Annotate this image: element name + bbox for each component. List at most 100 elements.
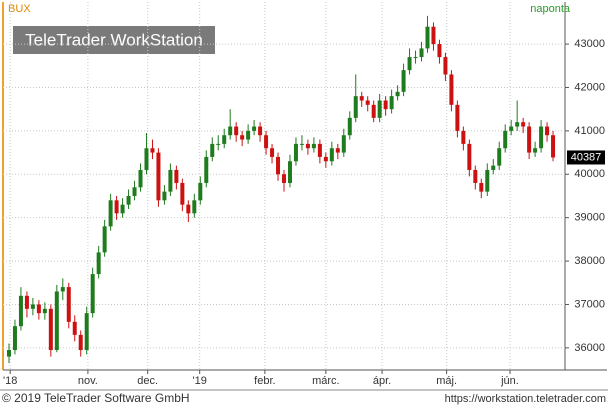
y-tick-label: 37000 — [574, 298, 605, 310]
candle-body — [545, 126, 550, 136]
x-tick-label: '18 — [3, 375, 17, 387]
instrument: BUX — [8, 3, 31, 15]
candle-body — [186, 204, 191, 214]
y-tick-label: 39000 — [574, 212, 605, 224]
candle-body — [30, 304, 35, 309]
watermark-box — [13, 26, 215, 54]
candle-body — [198, 182, 203, 201]
candle-body — [174, 169, 179, 183]
candle-body — [443, 57, 448, 75]
candle-body — [311, 143, 316, 149]
candle-body — [36, 304, 41, 314]
y-tick-label: 43000 — [574, 38, 605, 50]
candle-body — [144, 148, 149, 170]
candle-body — [72, 321, 77, 335]
candle-body — [497, 148, 502, 166]
candle-body — [425, 26, 430, 49]
candle-body — [276, 156, 281, 175]
x-tick-label: máj. — [436, 375, 457, 387]
candle-body — [533, 148, 538, 153]
candle-body — [216, 143, 221, 145]
candle-body — [120, 204, 125, 214]
candle-body — [491, 165, 496, 170]
candle-body — [401, 70, 406, 92]
y-tick-label: 40000 — [574, 168, 605, 180]
candle-body — [264, 135, 269, 149]
y-tick-label: 38000 — [574, 255, 605, 267]
candle-body — [258, 126, 263, 136]
candle-body — [485, 169, 490, 192]
candle-body — [150, 148, 155, 153]
last-value-box — [567, 150, 605, 165]
candle-body — [156, 152, 161, 201]
candle-body — [359, 96, 364, 101]
candle-body — [305, 143, 310, 149]
candle-body — [108, 200, 113, 227]
candle-body — [515, 122, 520, 127]
y-tick-label: 36000 — [574, 342, 605, 354]
candle-body — [246, 130, 251, 140]
candle-body — [431, 26, 436, 45]
candle-body — [299, 143, 304, 145]
candle-body — [168, 169, 173, 192]
candle-body — [479, 182, 484, 192]
candle-body — [467, 143, 472, 170]
x-tick-label: márc. — [312, 375, 340, 387]
candle-body — [419, 48, 424, 58]
y-tick-label: 42000 — [574, 81, 605, 93]
candle-body — [437, 44, 442, 58]
x-tick-label: '19 — [193, 375, 207, 387]
candle-body — [42, 308, 47, 314]
y-tick-label: 41000 — [574, 125, 605, 137]
x-tick-label: ápr. — [373, 375, 391, 387]
candle-body — [377, 100, 382, 118]
candle-body — [455, 104, 460, 131]
candle-body — [222, 135, 227, 144]
candle-body — [78, 334, 83, 351]
candle-body — [24, 295, 29, 309]
candle-body — [162, 191, 167, 201]
candle-body — [126, 195, 131, 205]
candle-body — [90, 274, 95, 314]
candle-body — [54, 291, 59, 351]
candle-body — [204, 156, 209, 183]
interval: naponta — [530, 3, 571, 15]
candle-body — [6, 350, 11, 357]
x-tick-label: dec. — [137, 375, 158, 387]
footer-url: https://workstation.teletrader.com — [445, 393, 606, 405]
x-tick-label: febr. — [254, 375, 275, 387]
candle-body — [383, 100, 388, 110]
candle-body — [527, 126, 532, 153]
candle-body — [132, 187, 137, 196]
candle-body — [60, 287, 65, 292]
candle-body — [323, 156, 328, 162]
candle-body — [240, 135, 245, 140]
candle-body — [114, 200, 119, 214]
candle-body — [461, 130, 466, 144]
x-tick-label: jún. — [500, 375, 519, 387]
candle-body — [335, 148, 340, 153]
candle-body — [96, 252, 101, 275]
candle-body — [341, 135, 346, 153]
candle-body — [228, 126, 233, 136]
candle-body — [509, 126, 514, 131]
candle-body — [521, 122, 526, 127]
candle-body — [84, 313, 89, 351]
candle-body — [395, 91, 400, 97]
candle-body — [407, 57, 412, 71]
candle-body — [503, 130, 508, 149]
candle-body — [48, 308, 53, 351]
x-tick-label: nov. — [78, 375, 98, 387]
candle-body — [551, 135, 556, 158]
candle-body — [413, 57, 418, 59]
last-value-label: 40387 — [571, 151, 602, 163]
watermark: TeleTrader WorkStation — [25, 30, 203, 49]
candle-body — [18, 295, 23, 327]
candle-body — [347, 117, 352, 136]
candle-body — [234, 126, 239, 136]
candle-body — [270, 148, 275, 157]
candle-body — [371, 104, 376, 118]
candle-body — [539, 126, 544, 149]
candle-body — [138, 169, 143, 188]
